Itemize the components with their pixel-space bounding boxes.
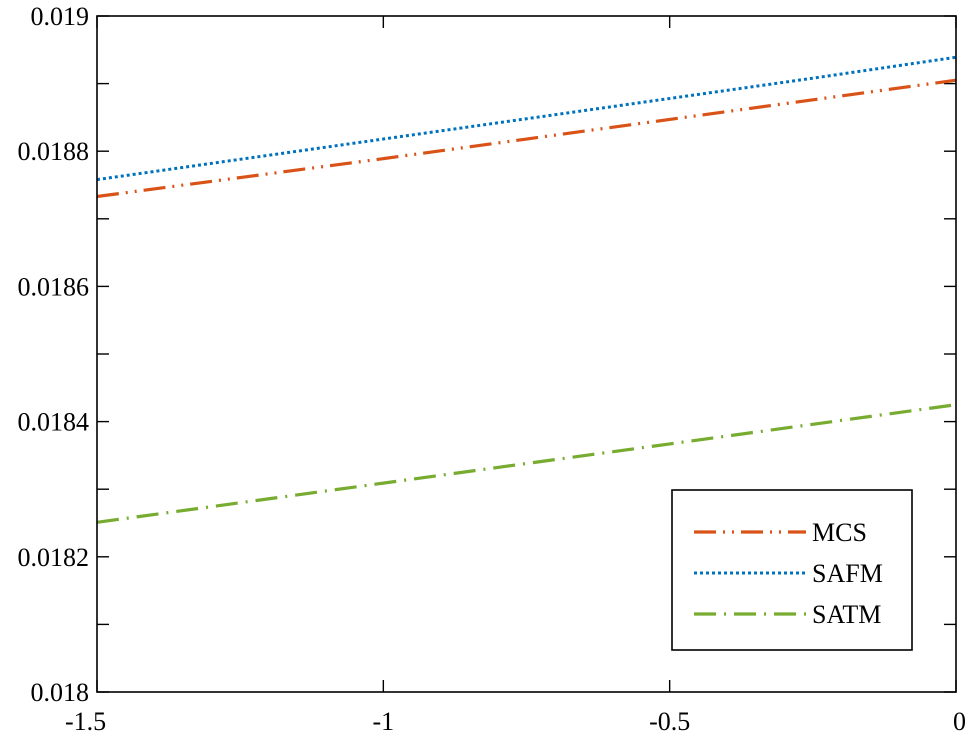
legend-label-satm: SATM [812,600,881,629]
series-line-safm [96,55,957,182]
legend: MCS SAFM SATM [671,489,913,651]
series-lines [96,55,957,524]
y-tick-label: 0.0184 [18,408,90,437]
legend-label-safm: SAFM [812,559,883,588]
axis-ticks: 0.018 0.0182 0.0184 0.0186 0.0188 0.019 -1.5 -1… [18,2,966,736]
legend-label-mcs: MCS [812,518,867,547]
y-tick-label: 0.019 [31,2,90,31]
y-tick-label: 0.0182 [18,543,90,572]
plot-frame [96,15,957,693]
series-line-mcs [96,78,957,199]
series-line-satm [96,403,957,524]
legend-box [671,489,913,651]
y-tick-label: 0.0186 [18,272,90,301]
x-tick-label: -0.5 [649,707,690,736]
y-tick-label: 0.018 [31,678,90,707]
y-tick-label: 0.0188 [18,137,90,166]
x-tick-label: 0 [953,707,966,736]
x-tick-label: -1 [372,707,394,736]
x-tick-label: -1.5 [65,707,106,736]
